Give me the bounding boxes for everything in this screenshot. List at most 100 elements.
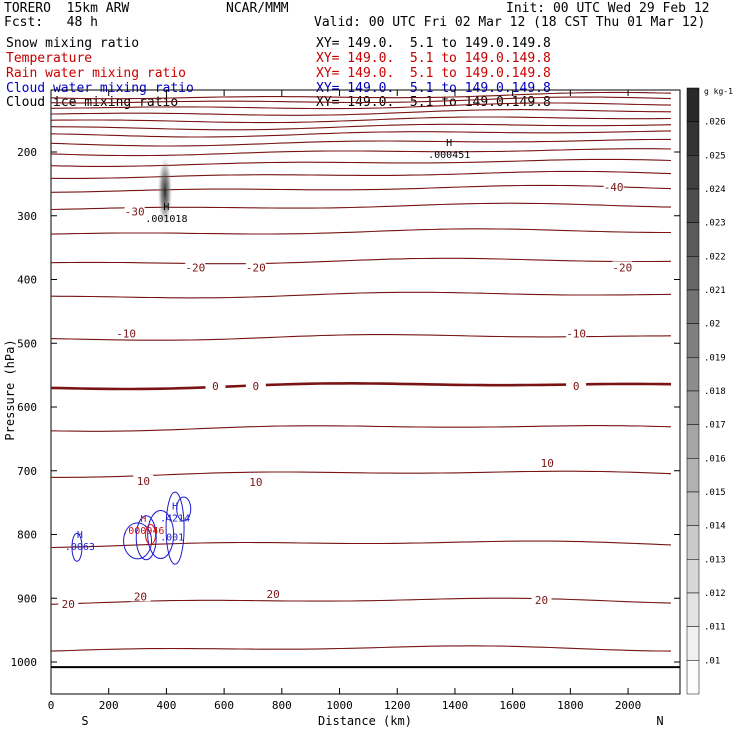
x-tick-label: 1200	[384, 699, 411, 712]
contour-label-bg	[58, 597, 79, 609]
temperature-contour	[50, 170, 672, 179]
temperature-contour	[50, 257, 672, 265]
colorbar-segment	[686, 626, 700, 661]
y-tick-label: 1000	[11, 656, 38, 669]
colorbar-segment	[686, 357, 700, 392]
contour-label-bg	[566, 327, 587, 339]
temperature-contour	[50, 91, 672, 100]
contour-label-bg	[116, 327, 137, 339]
y-tick-label: 800	[17, 529, 37, 542]
colorbar-segment	[686, 256, 700, 291]
field-xy-temperature: XY= 149.0. 5.1 to 149.0.149.8	[316, 51, 551, 66]
temperature-contour	[50, 102, 672, 110]
field-name-snow: Snow mixing ratio	[6, 36, 140, 51]
cloud-water-contour	[147, 510, 175, 559]
center-name: NCAR/MMM	[226, 1, 289, 16]
temperature-contour-label: -40	[604, 181, 624, 194]
temperature-contour	[50, 148, 672, 157]
colorbar-segment	[686, 87, 700, 122]
right-end-label: N	[656, 714, 663, 728]
rain-water-contour	[145, 524, 157, 545]
field-name-temperature: Temperature	[6, 51, 93, 66]
temperature-contour	[50, 116, 672, 124]
temperature-contour	[50, 425, 672, 432]
colorbar-label: .019	[704, 353, 726, 363]
temperature-contour-label: 10	[137, 475, 150, 488]
x-tick-label: 400	[156, 699, 176, 712]
contour-label-bg	[263, 587, 284, 599]
temperature-contour	[50, 138, 671, 147]
high-marker: H	[140, 514, 146, 525]
temperature-contour-label: -20	[612, 261, 632, 274]
contour-label-bg	[245, 261, 266, 273]
high-value-label: .0063	[65, 542, 95, 553]
high-marker: H	[172, 501, 178, 512]
temperature-contour	[50, 158, 672, 167]
temperature-contour	[50, 291, 672, 299]
temperature-contour-label: 20	[267, 588, 280, 601]
left-end-label: S	[81, 714, 88, 728]
contour-label-bg	[603, 181, 624, 193]
temperature-contour	[50, 597, 672, 605]
colorbar-segment	[686, 525, 700, 560]
field-name-cloud-water: Cloud water mixing ratio	[6, 81, 194, 96]
colorbar-label: .013	[704, 555, 726, 565]
contour-label-bg	[205, 379, 226, 391]
y-tick-label: 700	[17, 465, 37, 478]
x-tick-label: 800	[272, 699, 292, 712]
x-tick-label: 600	[214, 699, 234, 712]
temperature-contour-label: 20	[535, 594, 548, 607]
temperature-contour-label: -20	[246, 261, 266, 274]
y-tick-label: 400	[17, 274, 37, 287]
colorbar-segment	[686, 424, 700, 459]
field-name-rain: Rain water mixing ratio	[6, 66, 187, 81]
colorbar-label: .01	[704, 656, 720, 666]
colorbar-label: .025	[704, 151, 726, 161]
y-axis-title: Pressure (hPa)	[3, 339, 17, 440]
temperature-contour-label: 10	[249, 476, 262, 489]
field-xy-snow: XY= 149.0. 5.1 to 149.0.149.8	[316, 36, 551, 51]
colorbar-unit: g kg-1	[704, 87, 733, 96]
model-title: TORERO 15km ARW	[4, 1, 130, 16]
contour-label-bg	[124, 205, 145, 217]
colorbar-label: .014	[704, 522, 726, 532]
cloud-water-contour	[176, 496, 192, 522]
contour-label-bg	[531, 594, 552, 606]
temperature-contour	[50, 645, 672, 652]
x-tick-label: 2000	[615, 699, 642, 712]
forecast-hour: Fcst: 48 h	[4, 15, 98, 30]
field-xy-rain: XY= 149.0. 5.1 to 149.0.149.8	[316, 66, 551, 81]
high-marker: H	[446, 138, 452, 149]
x-tick-label: 1800	[557, 699, 584, 712]
x-tick-label: 1400	[442, 699, 469, 712]
temperature-contour	[50, 470, 672, 478]
temperature-contour	[50, 96, 672, 104]
contour-label-bg	[612, 261, 633, 273]
colorbar-label: .02	[704, 320, 720, 330]
x-tick-label: 200	[99, 699, 119, 712]
x-axis-title: Distance (km)	[318, 714, 412, 728]
colorbar-segment	[686, 222, 700, 257]
temperature-contour-label: 20	[134, 590, 147, 603]
contour-label-bg	[566, 379, 587, 391]
colorbar-segment	[686, 323, 700, 358]
colorbar-segment	[686, 390, 700, 425]
contour-label-bg	[245, 379, 266, 391]
colorbar-label: .023	[704, 219, 726, 229]
high-value-label: .4214	[160, 513, 190, 524]
contour-label-bg	[245, 476, 266, 488]
cloud-water-contour	[71, 532, 83, 562]
colorbar-label: .026	[704, 118, 726, 128]
y-tick-label: 300	[17, 210, 37, 223]
high-marker: H	[163, 202, 169, 213]
colorbar-label: .015	[704, 488, 726, 498]
colorbar-label: .022	[704, 252, 726, 262]
contour-label-bg	[185, 261, 206, 273]
init-time: Init: 00 UTC Wed 29 Feb 12	[506, 1, 710, 16]
colorbar-label: .016	[704, 454, 726, 464]
colorbar-segment	[686, 121, 700, 156]
temperature-contour-label: 0	[253, 380, 260, 393]
colorbar-label: .012	[704, 589, 726, 599]
x-tick-label: 0	[48, 699, 55, 712]
